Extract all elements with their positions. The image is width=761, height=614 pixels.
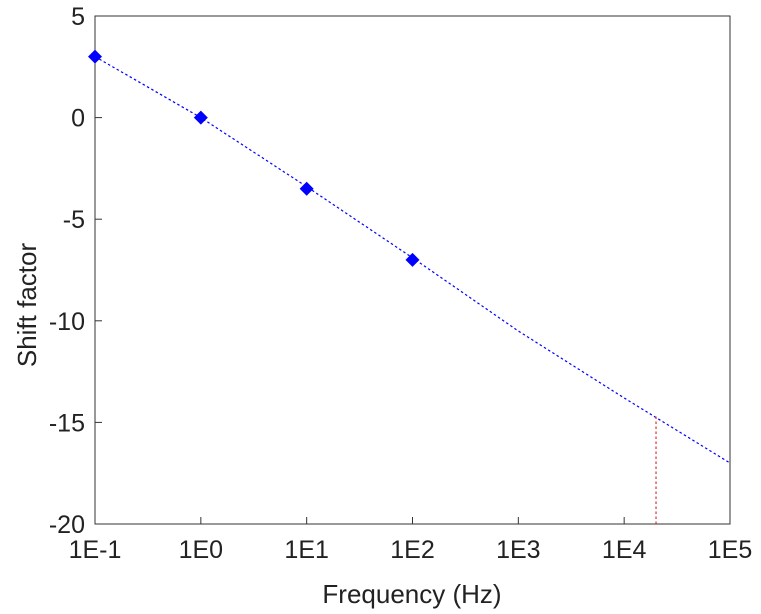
- x-tick-label: 1E0: [179, 536, 223, 564]
- data-point: [405, 252, 420, 267]
- x-tick-label: 1E2: [390, 536, 434, 564]
- y-tick-label: 0: [71, 105, 85, 133]
- plot-area: [94, 15, 731, 525]
- x-tick-label: 1E-1: [69, 536, 122, 564]
- x-axis-ticks: 1E-1 1E0 1E1 1E2 1E3 1E4 1E5: [69, 517, 752, 564]
- data-point: [88, 49, 102, 64]
- y-axis-title: Shift factor: [12, 243, 42, 368]
- x-tick-label: 1E4: [602, 536, 647, 564]
- x-tick-label: 1E3: [496, 536, 540, 564]
- x-tick-label: 1E1: [284, 536, 328, 564]
- x-axis-title: Frequency (Hz): [322, 579, 501, 609]
- y-tick-label: -10: [49, 308, 85, 336]
- y-tick-label: -20: [49, 511, 85, 539]
- y-tick-label: -15: [49, 409, 85, 437]
- data-point: [193, 110, 208, 125]
- y-tick-label: 5: [71, 3, 85, 31]
- x-tick-label: 1E5: [708, 536, 752, 564]
- y-axis-ticks: 5 0 -5 -10 -15 -20: [49, 3, 102, 539]
- series-markers: [88, 49, 420, 267]
- data-point: [299, 181, 314, 196]
- y-tick-label: -5: [63, 206, 85, 234]
